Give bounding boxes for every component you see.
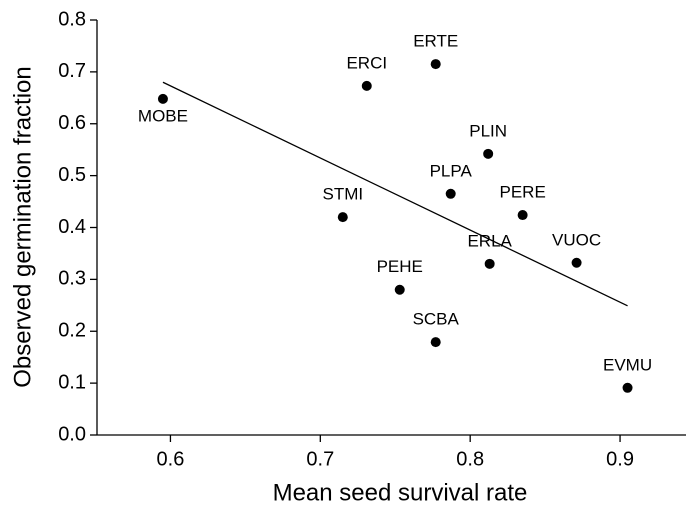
- point: [622, 382, 633, 393]
- y-tick-label: 0.6: [58, 112, 86, 134]
- y-tick-label: 0.7: [58, 60, 86, 82]
- x-tick-label: 0.7: [306, 448, 334, 470]
- point-label: ERTE: [413, 32, 458, 51]
- trend-line: [162, 81, 628, 307]
- point-label: EVMU: [603, 355, 652, 374]
- y-tick-label: 0.1: [58, 371, 86, 393]
- y-tick-label: 0.5: [58, 164, 86, 186]
- point: [571, 257, 582, 268]
- y-tick-label: 0.2: [58, 320, 86, 342]
- point: [517, 210, 528, 221]
- x-tick-label: 0.8: [456, 448, 484, 470]
- y-tick-label: 0.4: [58, 216, 86, 238]
- point-label: VUOC: [552, 230, 601, 249]
- x-tick-label: 0.6: [157, 448, 185, 470]
- point: [361, 80, 372, 91]
- point: [445, 188, 456, 199]
- y-tick-label: 0.3: [58, 268, 86, 290]
- point-label: MOBE: [138, 106, 188, 125]
- point-label: PERE: [499, 183, 545, 202]
- point: [394, 284, 405, 295]
- point: [484, 258, 495, 269]
- point-label: STMI: [322, 185, 363, 204]
- point-label: ERCI: [346, 53, 387, 72]
- y-tick-label: 0.8: [58, 8, 86, 30]
- point-label: PEHE: [377, 257, 423, 276]
- point-label: PLPA: [430, 161, 473, 180]
- y-tick-label: 0.0: [58, 423, 86, 445]
- point-label: SCBA: [413, 310, 460, 329]
- y-axis-title: Observed germination fraction: [9, 66, 36, 388]
- point: [337, 212, 348, 223]
- point-label: PLIN: [469, 121, 507, 140]
- x-tick-label: 0.9: [606, 448, 634, 470]
- point: [430, 337, 441, 348]
- x-axis-title: Mean seed survival rate: [273, 479, 528, 506]
- point-label: ERLA: [467, 231, 512, 250]
- point: [430, 59, 441, 70]
- point: [157, 93, 168, 104]
- point: [483, 148, 494, 159]
